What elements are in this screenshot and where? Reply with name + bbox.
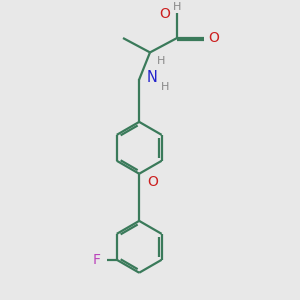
- Text: O: O: [147, 175, 158, 189]
- Text: O: O: [160, 7, 170, 20]
- Text: H: H: [173, 2, 181, 12]
- Text: F: F: [93, 253, 101, 267]
- Text: H: H: [157, 56, 165, 66]
- Text: N: N: [146, 70, 157, 85]
- Text: H: H: [161, 82, 169, 92]
- Text: O: O: [208, 31, 219, 45]
